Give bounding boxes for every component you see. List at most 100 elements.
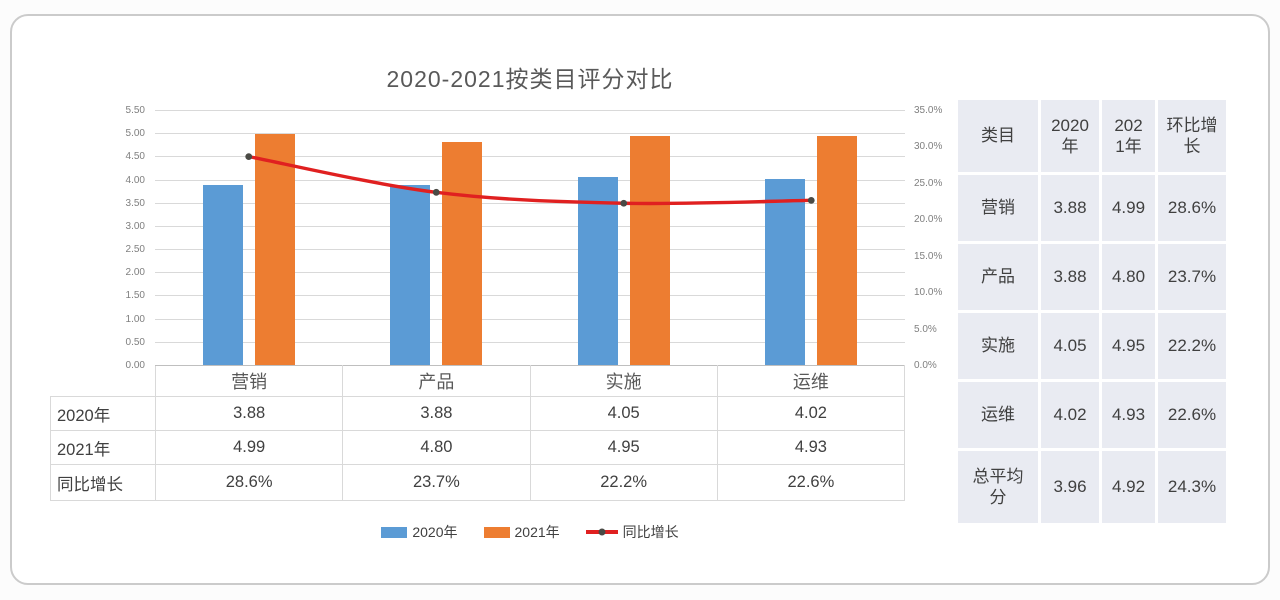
table-cell: 3.88 (342, 396, 531, 431)
table-cell: 22.6% (716, 464, 906, 501)
gridline (155, 225, 905, 227)
gridline (155, 179, 905, 181)
left-axis-tick: 0.00 (125, 360, 145, 371)
legend-item-growth: 同比增长 (585, 522, 679, 542)
left-axis-tick: 2.00 (125, 267, 145, 279)
summary-row-label: 产品 (958, 244, 1038, 310)
bar-2020年-实施 (577, 177, 618, 365)
summary-header-cell: 类目 (958, 100, 1038, 172)
right-axis-tick: 20.0% (914, 214, 943, 226)
table-cell: 23.7% (342, 464, 531, 501)
growth-line-layer (245, 153, 815, 207)
table-row: 2020年 3.88 3.88 4.05 4.02 (50, 396, 906, 431)
summary-row-label: 营销 (958, 175, 1038, 241)
left-axis-tick: 5.00 (125, 128, 145, 140)
row-label: 2021年 (50, 430, 156, 465)
growth-marker-营销 (245, 153, 253, 161)
right-axis-tick: 15.0% (914, 250, 943, 262)
legend-line-swatch-icon (585, 528, 618, 536)
summary-header-cell: 环比增长 (1158, 100, 1226, 172)
row-label: 同比增长 (50, 464, 156, 501)
legend-swatch-2020 (381, 526, 408, 538)
left-axis-tick: 4.00 (125, 174, 145, 186)
summary-row-label: 运维 (958, 382, 1038, 448)
chart-title: 2020-2021按类目评分对比 (386, 66, 674, 92)
summary-cell: 4.05 (1041, 313, 1099, 379)
left-axis-tick: 3.00 (125, 220, 145, 232)
summary-cell: 4.92 (1102, 451, 1155, 523)
left-axis-tick: 4.50 (125, 151, 145, 163)
legend-marker-dot-icon (598, 528, 606, 536)
legend-label: 2021年 (514, 524, 560, 540)
right-axis-tick: 35.0% (914, 105, 943, 116)
growth-line (247, 154, 813, 206)
gridline (155, 249, 905, 251)
summary-cell: 4.93 (1102, 382, 1155, 448)
summary-cell: 4.80 (1102, 244, 1155, 310)
left-axis-tick: 5.50 (125, 105, 145, 116)
bar-2021年-运维 (817, 136, 858, 365)
table-cell: 4.99 (154, 430, 344, 465)
summary-cell: 4.99 (1102, 175, 1155, 241)
legend-label: 同比增长 (622, 524, 679, 540)
right-axis-tick: 10.0% (914, 287, 943, 299)
table-cell: 4.80 (342, 430, 531, 465)
summary-header-cell: 2020年 (1041, 100, 1099, 172)
table-header-row: 营销 产品 实施 运维 (51, 365, 906, 397)
chart-legend: 2020年 2021年 同比增长 (155, 522, 905, 542)
bar-2021年-营销 (254, 133, 295, 365)
left-axis-tick: 1.50 (125, 290, 145, 302)
left-axis-tick: 3.50 (125, 197, 145, 209)
bar-2020年-运维 (765, 178, 806, 365)
summary-row-label: 实施 (958, 313, 1038, 379)
gridline (155, 156, 905, 158)
summary-cell: 4.02 (1041, 382, 1099, 448)
table-cell: 22.2% (529, 464, 718, 501)
growth-marker-运维 (807, 196, 815, 204)
row-label: 2020年 (50, 396, 156, 431)
right-axis-tick: 25.0% (914, 177, 943, 189)
bar-2020年-产品 (390, 185, 431, 365)
table-cell: 4.02 (716, 396, 906, 431)
table-cell: 3.88 (154, 396, 344, 431)
legend-label: 2020年 (412, 524, 458, 540)
legend-item-2020: 2020年 (381, 522, 458, 542)
summary-cell: 28.6% (1158, 175, 1226, 241)
legend-item-2021: 2021年 (483, 522, 560, 542)
gridline (155, 110, 905, 111)
summary-cell: 22.2% (1158, 313, 1226, 379)
gridline (155, 318, 905, 320)
bar-2021年-产品 (442, 142, 483, 365)
combo-chart-plot-area (155, 110, 905, 365)
table-cell: 4.93 (716, 430, 906, 465)
left-axis-tick: 0.50 (125, 336, 145, 348)
category-header: 营销 (154, 365, 344, 397)
bar-2020年-营销 (202, 185, 243, 365)
summary-cell: 3.96 (1041, 451, 1099, 523)
left-axis-tick: 1.00 (125, 313, 145, 325)
report-card: 2020-2021按类目评分对比 0.00 0.50 1.00 1.50 2.00 2.5… (10, 14, 1270, 585)
legend-swatch-2021 (483, 526, 510, 538)
gridline (155, 133, 905, 135)
summary-cell: 4.95 (1102, 313, 1155, 379)
table-row: 2021年 4.99 4.80 4.95 4.93 (50, 430, 906, 465)
right-axis-tick: 5.0% (914, 323, 937, 335)
category-header: 实施 (529, 365, 718, 397)
chart-data-table: 营销 产品 实施 运维 2020年 3.88 3.88 4.05 4.02 20… (50, 365, 906, 501)
summary-row-label: 总平均分 (958, 451, 1038, 523)
gridline (155, 295, 905, 297)
summary-cell: 3.88 (1041, 175, 1099, 241)
table-cell: 28.6% (154, 464, 344, 501)
left-axis-tick: 2.50 (125, 244, 145, 256)
gridline (155, 341, 905, 343)
growth-marker-产品 (432, 188, 440, 196)
table-row: 同比增长 28.6% 23.7% 22.2% 22.6% (50, 464, 906, 501)
summary-table: 类目 2020年 2021年 环比增长 营销 3.88 4.99 28.6% 产… (958, 100, 1226, 523)
category-header: 运维 (716, 365, 906, 397)
growth-marker-实施 (620, 199, 628, 207)
gridline (155, 202, 905, 204)
gridline (155, 272, 905, 274)
right-axis-tick: 30.0% (914, 141, 943, 153)
summary-cell: 3.88 (1041, 244, 1099, 310)
